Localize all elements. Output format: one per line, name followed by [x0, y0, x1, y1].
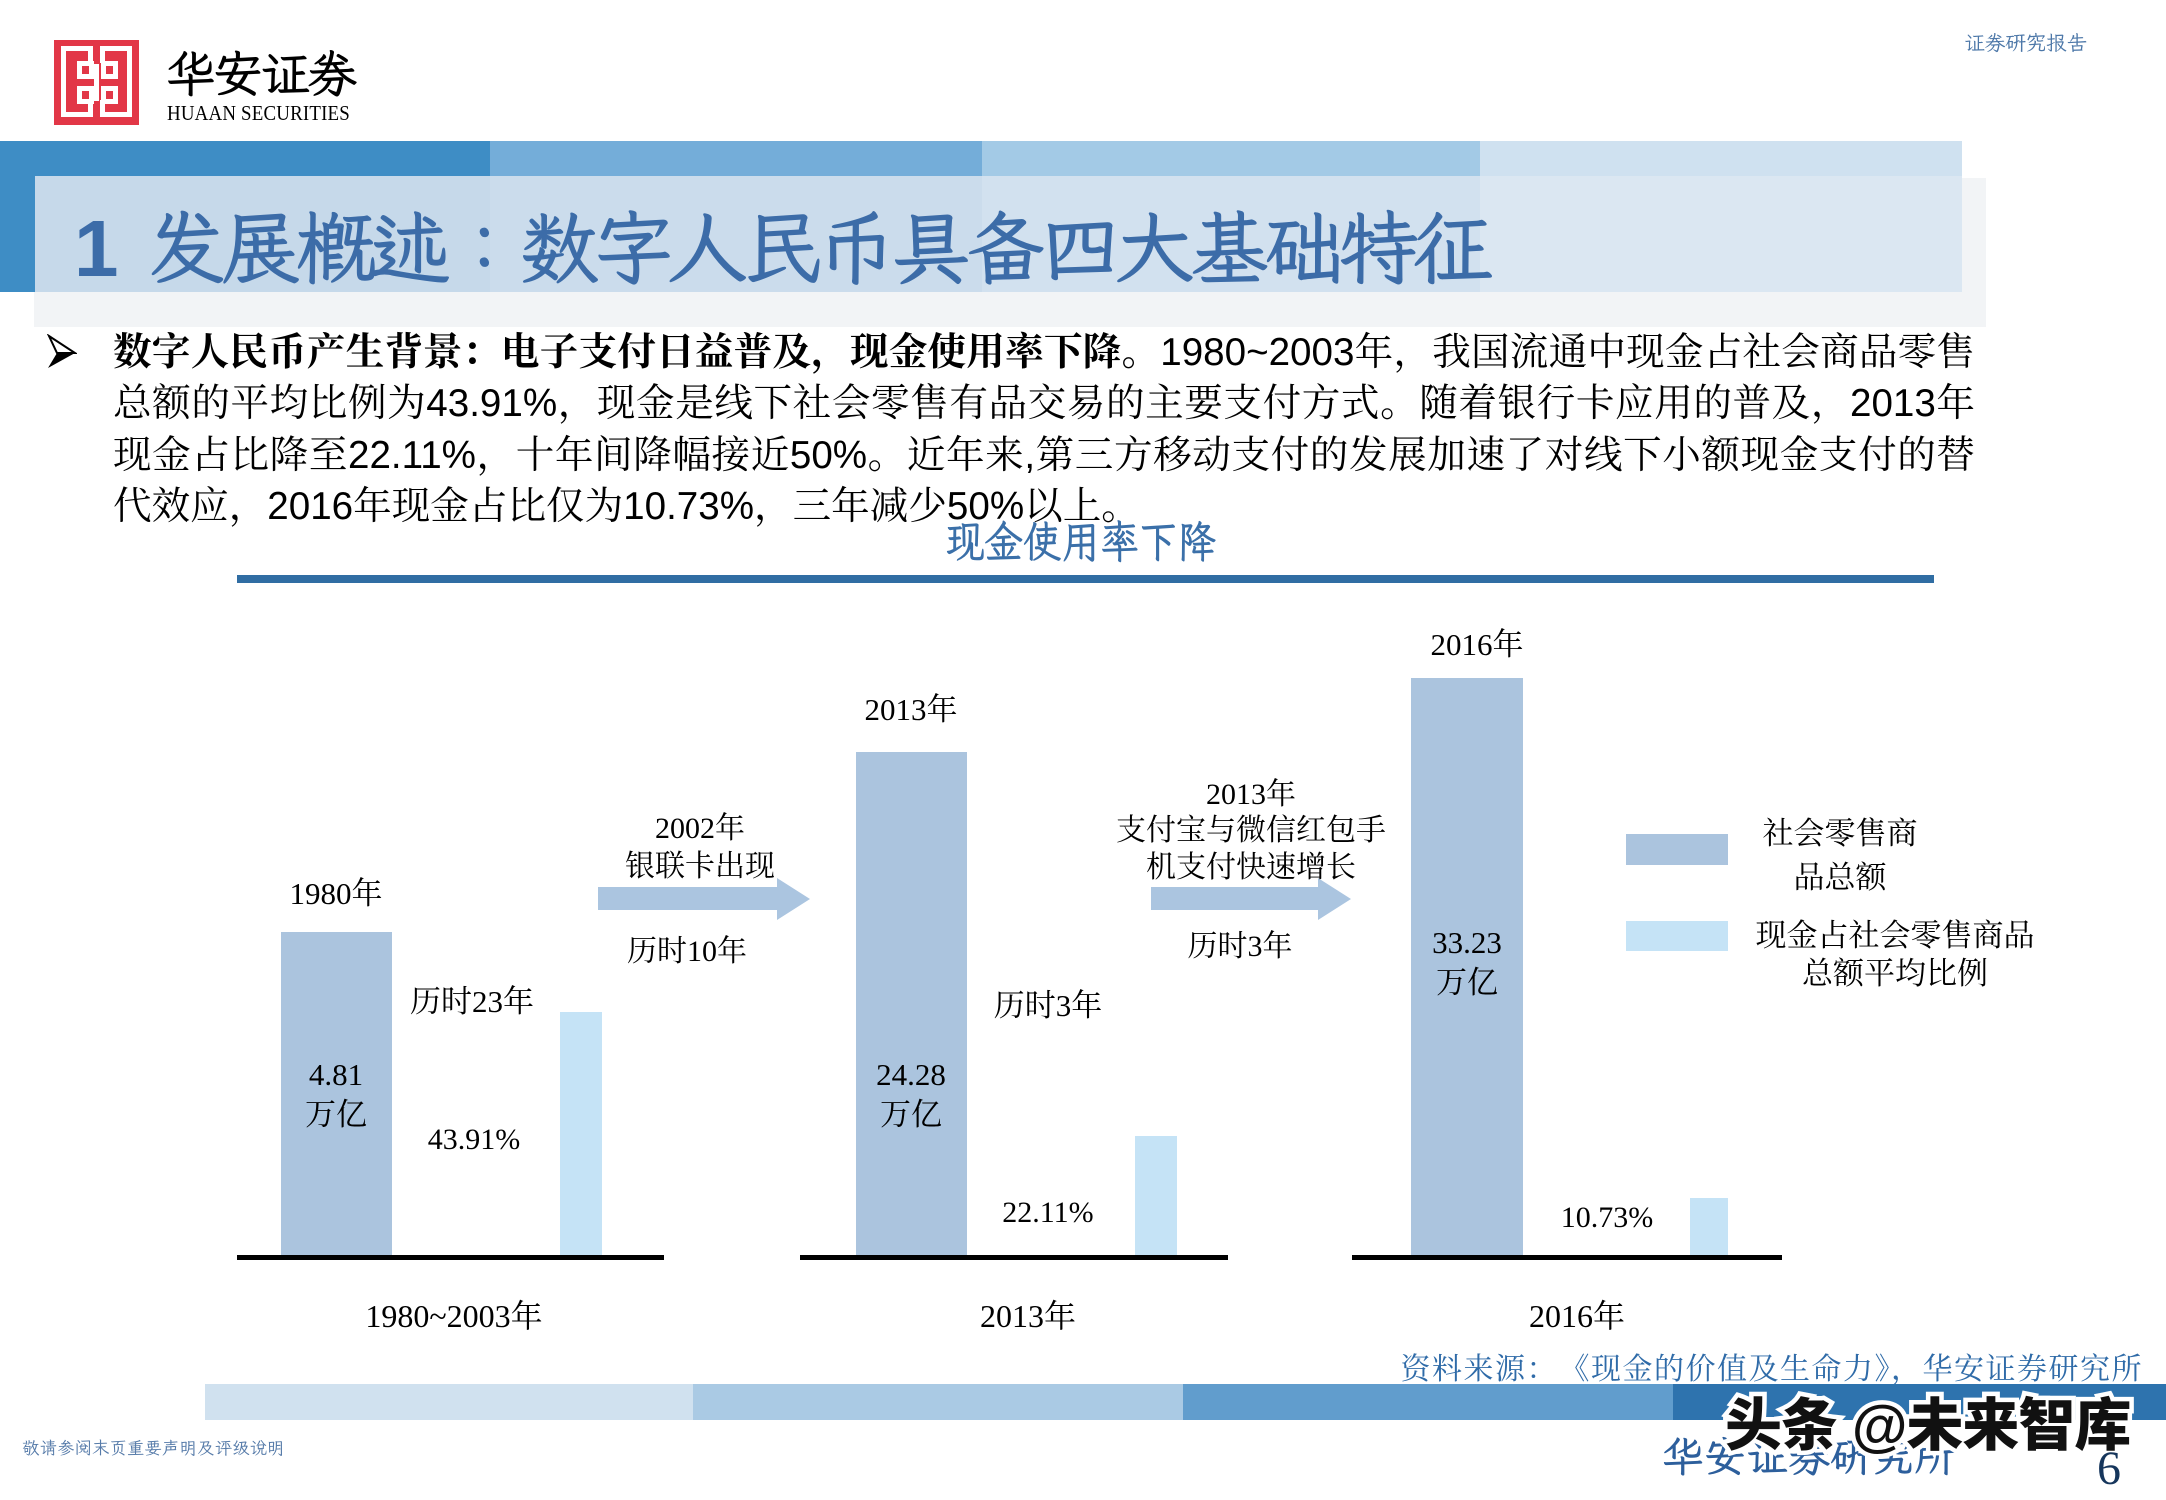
svg-text:头条 @未来智库: 头条 @未来智库: [1725, 1394, 2130, 1458]
